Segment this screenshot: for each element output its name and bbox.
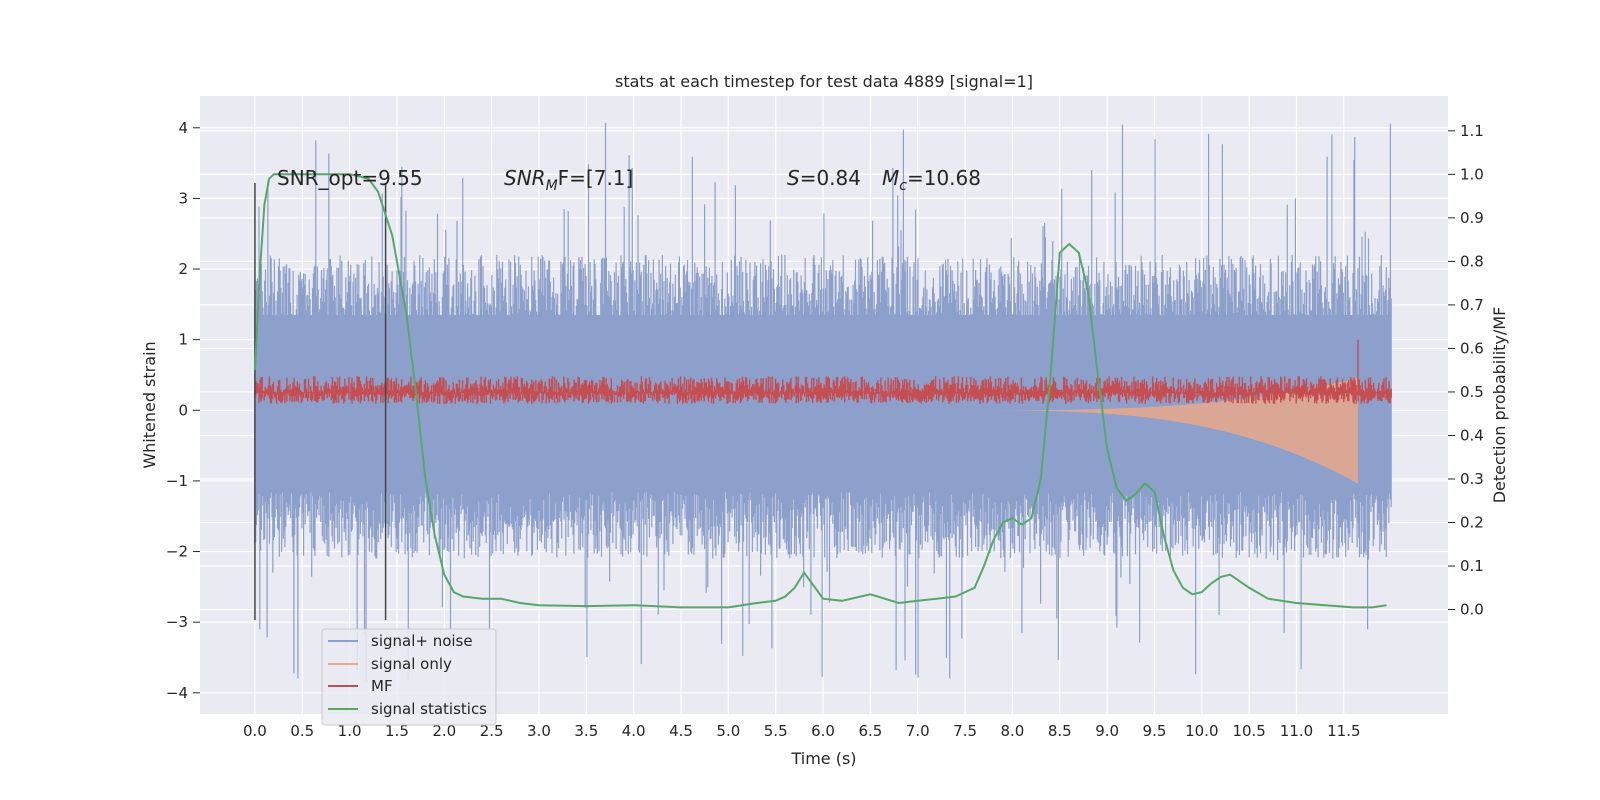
y-tick-label: −2 xyxy=(166,543,188,561)
y2-tick-label: 0.8 xyxy=(1460,252,1484,270)
x-tick-label: 4.5 xyxy=(669,722,693,740)
x-tick-label: 3.0 xyxy=(527,722,551,740)
annotation-snr-opt: SNR_opt=9.55 xyxy=(277,166,423,190)
mc-value: =10.68 xyxy=(907,166,981,190)
x-tick-label: 8.5 xyxy=(1048,722,1072,740)
y-tick-labels: 4 3 2 1 0 −1 −2 −3 −4 xyxy=(166,119,188,702)
x-tick-label: 4.0 xyxy=(622,722,646,740)
signal-only-envelope xyxy=(965,318,1358,524)
y2-tick-label: 1.0 xyxy=(1460,165,1484,183)
y2-tick-label: 0.5 xyxy=(1460,383,1484,401)
legend-label-signal-plus-noise: signal+ noise xyxy=(371,632,473,650)
legend-label-signal-only: signal only xyxy=(371,655,452,673)
snr-mf-main: SNR xyxy=(504,166,546,190)
legend-label-mf: MF xyxy=(371,677,393,695)
annotation-snr-mf: SNRMF=[7.1] xyxy=(504,166,633,194)
y2-tick-label: 0.1 xyxy=(1460,557,1484,575)
legend: signal+ noise signal only MF signal stat… xyxy=(321,628,497,726)
x-tick-label: 9.5 xyxy=(1143,722,1167,740)
x-tick-label: 5.0 xyxy=(716,722,740,740)
x-tick-label: 0.0 xyxy=(243,722,267,740)
y-tick-label: −3 xyxy=(166,613,188,631)
legend-label-signal-statistics: signal statistics xyxy=(371,700,487,718)
s-symbol: S xyxy=(787,166,800,190)
x-tick-label: 11.0 xyxy=(1280,722,1313,740)
mc-symbol: M xyxy=(882,166,899,190)
y2-axis-label: Detection probability/MF xyxy=(1490,307,1509,504)
y2-tick-label: 1.1 xyxy=(1460,122,1484,140)
y2-tick-label: 0.4 xyxy=(1460,426,1484,444)
legend-box xyxy=(321,628,497,726)
x-tick-label: 11.5 xyxy=(1327,722,1360,740)
y-tick-label: 0 xyxy=(178,401,188,419)
snr-mf-sub: M xyxy=(546,178,558,194)
x-tick-label: 2.5 xyxy=(480,722,504,740)
annotation-s: S=0.84 xyxy=(787,166,861,190)
x-axis-label: Time (s) xyxy=(790,749,856,768)
annotation-mc: Mc=10.68 xyxy=(882,166,981,194)
y-tick-label: 3 xyxy=(178,189,188,207)
s-value: =0.84 xyxy=(800,166,861,190)
vertical-markers xyxy=(254,182,387,621)
x-tick-label: 3.5 xyxy=(574,722,598,740)
y-tick-label: 2 xyxy=(178,260,188,278)
x-tick-labels: 0.0 0.5 1.0 1.5 2.0 2.5 3.0 3.5 4.0 4.5 5.0 5.5 6.0 6… xyxy=(243,722,1361,740)
y-tick-label: 4 xyxy=(178,119,188,137)
x-tick-label: 9.0 xyxy=(1095,722,1119,740)
x-tick-label: 5.5 xyxy=(764,722,788,740)
x-tick-label: 2.0 xyxy=(432,722,456,740)
x-tick-label: 1.0 xyxy=(338,722,362,740)
series-signal-only xyxy=(965,318,1358,524)
x-tick-label: 7.0 xyxy=(906,722,930,740)
x-tick-label: 6.0 xyxy=(811,722,835,740)
y-tick-label: 1 xyxy=(178,331,188,349)
x-tick-label: 10.0 xyxy=(1185,722,1218,740)
series-signal-statistics xyxy=(253,173,1387,609)
y2-tick-label: 0.0 xyxy=(1460,601,1484,619)
y2-tick-label: 0.2 xyxy=(1460,514,1484,532)
mc-sub: c xyxy=(899,178,907,194)
chart-title: stats at each timestep for test data 488… xyxy=(615,72,1033,91)
x-tick-label: 7.5 xyxy=(953,722,977,740)
y2-tick-label: 0.3 xyxy=(1460,470,1484,488)
y-tick-label: −4 xyxy=(166,684,188,702)
x-tick-label: 0.5 xyxy=(290,722,314,740)
y-tick-label: −1 xyxy=(166,472,188,490)
x-tick-label: 8.0 xyxy=(1001,722,1025,740)
x-tick-label: 6.5 xyxy=(858,722,882,740)
y2-tick-label: 0.9 xyxy=(1460,209,1484,227)
y-axis-label: Whitened strain xyxy=(140,341,159,468)
x-tick-label: 1.5 xyxy=(385,722,409,740)
y2-tick-label: 0.7 xyxy=(1460,296,1484,314)
y2-tick-label: 0.6 xyxy=(1460,339,1484,357)
x-tick-label: 10.5 xyxy=(1232,722,1265,740)
snr-mf-rest: F=[7.1] xyxy=(558,166,634,190)
y2-tick-labels: 1.1 1.0 0.9 0.8 0.7 0.6 0.5 0.4 0.3 0.2 0.1 0.0 xyxy=(1460,122,1484,619)
